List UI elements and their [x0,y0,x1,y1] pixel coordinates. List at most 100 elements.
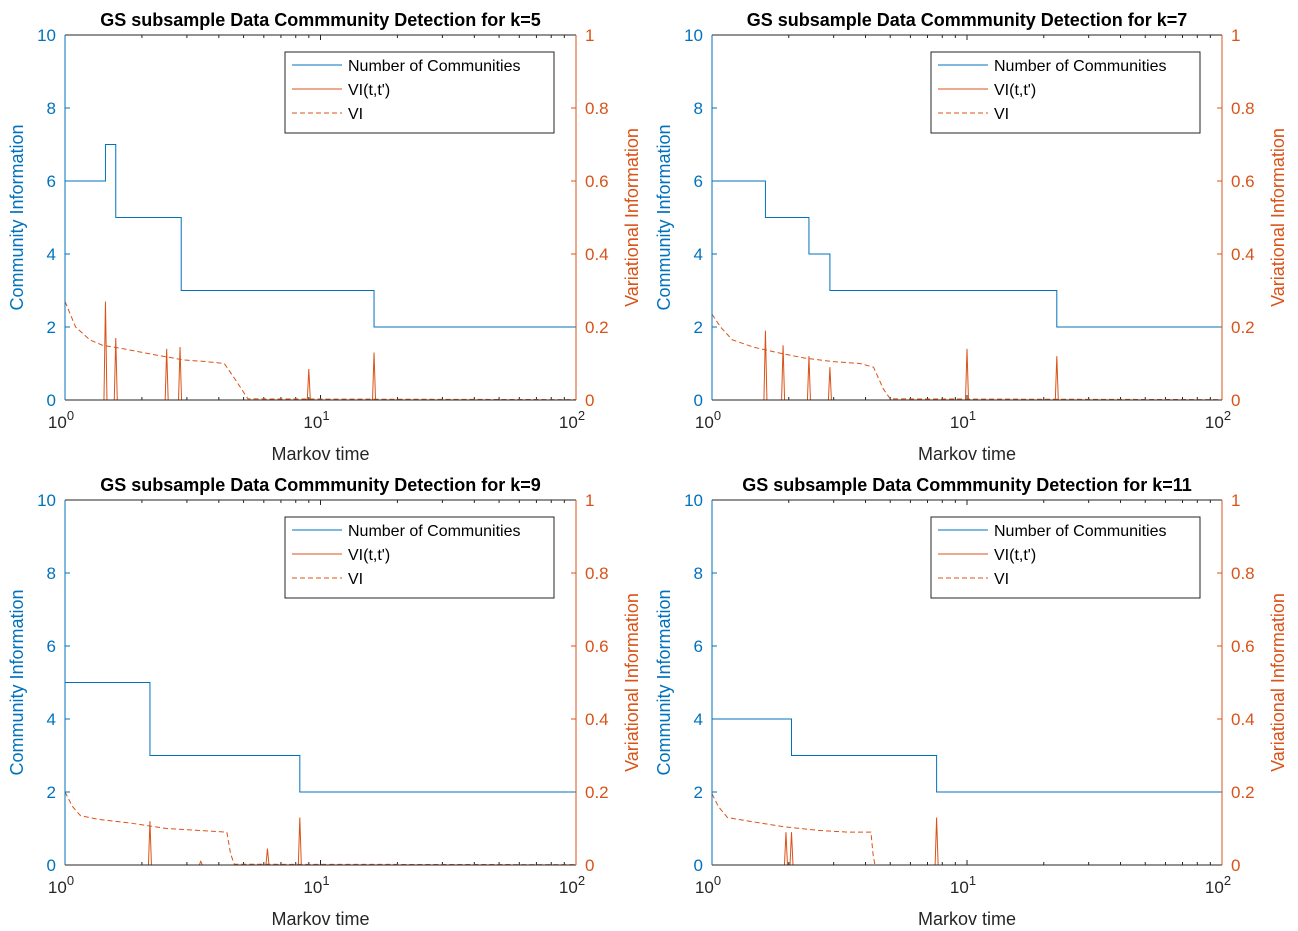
x-tick-base: 10 [695,878,714,897]
x-tick-exponent: 0 [714,873,721,888]
y-right-tick-label: 0.8 [585,564,609,583]
x-tick-label: 102 [559,873,585,897]
y-left-tick-label: 0 [47,856,56,875]
y-right-tick-label: 0.8 [585,99,609,118]
y-left-tick-label: 6 [47,637,56,656]
y-left-tick-label: 10 [37,491,56,510]
y-right-tick-label: 0 [585,391,594,410]
x-tick-label: 102 [1205,408,1231,432]
x-tick-exponent: 1 [969,873,976,888]
x-tick-exponent: 2 [578,873,585,888]
y-left-axis-label: Community Information [7,124,27,310]
y-right-tick-label: 0.8 [1231,99,1255,118]
x-tick-label: 101 [303,873,329,897]
y-right-axis-label: Variational Information [622,128,642,307]
y-right-tick-label: 0.6 [585,172,609,191]
legend-label: VI(t,t') [994,82,1036,99]
y-left-tick-label: 0 [694,856,703,875]
y-left-tick-label: 6 [694,172,703,191]
y-left-tick-label: 8 [694,99,703,118]
legend-label: VI(t,t') [348,547,390,564]
legend-label: Number of Communities [994,58,1167,75]
y-right-tick-label: 0.6 [585,637,609,656]
y-left-axis-label: Community Information [654,124,674,310]
legend-label: VI [348,571,363,588]
legend-label: Number of Communities [348,523,521,540]
x-tick-exponent: 0 [714,408,721,423]
y-right-axis-label: Variational Information [1268,128,1288,307]
x-tick-exponent: 1 [969,408,976,423]
y-left-tick-label: 4 [47,245,56,264]
series-number-of-communities-line [712,180,1222,328]
legend: Number of Communities VI(t,t') VI [284,516,555,599]
x-axis-label: Markov time [918,444,1016,464]
y-right-tick-label: 0.4 [585,245,609,264]
x-tick-exponent: 0 [67,408,74,423]
y-right-tick-label: 0.2 [1231,783,1255,802]
y-right-tick-label: 0 [1231,391,1240,410]
legend: Number of Communities VI(t,t') VI [284,51,555,134]
y-right-axis-label: Variational Information [1268,593,1288,772]
y-right-axis-label: Variational Information [622,593,642,772]
legend-label: VI(t,t') [348,82,390,99]
x-tick-label: 101 [950,873,976,897]
x-tick-label: 102 [1205,873,1231,897]
x-axis-label: Markov time [918,909,1016,929]
x-tick-base: 10 [950,878,969,897]
x-axis-label: Markov time [271,909,369,929]
x-tick-exponent: 1 [322,408,329,423]
x-tick-base: 10 [559,413,578,432]
x-tick-label: 102 [559,408,585,432]
legend-label: Number of Communities [994,523,1167,540]
series-vi-line [711,313,1223,401]
x-tick-label: 100 [695,873,721,897]
x-tick-exponent: 2 [578,408,585,423]
x-tick-exponent: 0 [67,873,74,888]
y-left-axis-label: Community Information [7,589,27,775]
chart-title: GS subsample Data Commmunity Detection f… [100,10,541,30]
y-right-tick-label: 1 [1231,491,1240,510]
y-left-tick-label: 10 [37,26,56,45]
y-left-tick-label: 8 [47,564,56,583]
x-tick-base: 10 [1205,878,1224,897]
x-tick-exponent: 2 [1224,873,1231,888]
series-vi-line [64,301,577,401]
y-left-tick-label: 4 [694,710,703,729]
y-left-tick-label: 4 [47,710,56,729]
y-right-tick-label: 1 [585,491,594,510]
y-left-axis-label: Community Information [654,589,674,775]
x-tick-base: 10 [559,878,578,897]
x-tick-base: 10 [303,413,322,432]
y-left-tick-label: 2 [694,783,703,802]
x-tick-base: 10 [48,878,67,897]
x-tick-base: 10 [48,413,67,432]
y-right-tick-label: 1 [585,26,594,45]
series-vi-line [64,791,577,866]
y-left-tick-label: 0 [694,391,703,410]
chart-title: GS subsample Data Commmunity Detection f… [100,475,541,495]
legend-label: VI [348,106,363,123]
x-tick-exponent: 2 [1224,408,1231,423]
legend: Number of Communities VI(t,t') VI [930,51,1201,134]
series-number-of-communities-line [65,682,576,793]
y-right-tick-label: 0.2 [585,783,609,802]
y-right-tick-label: 0.6 [1231,172,1255,191]
y-left-tick-label: 10 [684,26,703,45]
y-right-tick-label: 0 [585,856,594,875]
y-left-tick-label: 4 [694,245,703,264]
x-tick-label: 101 [303,408,329,432]
legend: Number of Communities VI(t,t') VI [930,516,1201,599]
y-left-tick-label: 8 [694,564,703,583]
legend-label: VI(t,t') [994,547,1036,564]
y-left-tick-label: 2 [47,783,56,802]
y-right-tick-label: 0.2 [585,318,609,337]
y-right-tick-label: 0.2 [1231,318,1255,337]
x-tick-label: 100 [695,408,721,432]
y-right-tick-label: 0.4 [1231,710,1255,729]
y-left-tick-label: 8 [47,99,56,118]
